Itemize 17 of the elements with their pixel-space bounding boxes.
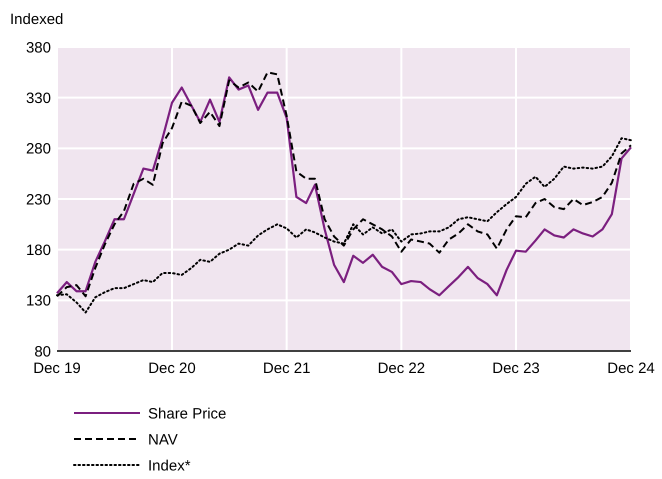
legend-label: Index*	[148, 457, 191, 474]
y-tick-label: 130	[26, 292, 51, 310]
y-tick-label: 80	[34, 343, 51, 360]
y-tick-label: 330	[26, 90, 51, 107]
y-axis-title: Indexed	[10, 11, 64, 28]
y-tick-label: 180	[26, 242, 51, 259]
y-tick-label: 230	[26, 191, 51, 208]
y-tick-label: 380	[26, 39, 51, 56]
y-tick-label: 280	[26, 140, 51, 158]
x-tick-label: Dec 20	[148, 360, 196, 377]
x-tick-label: Dec 21	[262, 360, 310, 377]
x-tick-label: Dec 24	[607, 360, 655, 377]
legend-label: Share Price	[148, 405, 226, 422]
x-tick-label: Dec 19	[33, 360, 81, 377]
x-tick-label: Dec 22	[378, 360, 426, 377]
x-tick-label: Dec 23	[492, 360, 540, 377]
legend-label: NAV	[148, 431, 178, 448]
